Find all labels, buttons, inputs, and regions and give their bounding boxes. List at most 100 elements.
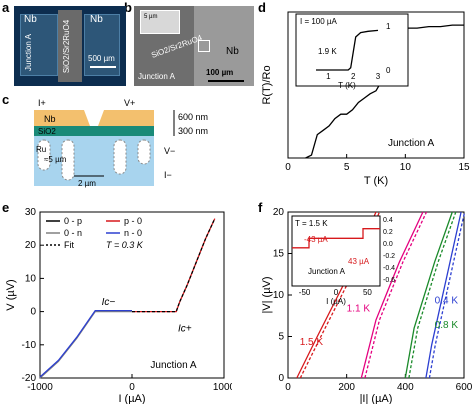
inset-ann-pos: 43 µA	[348, 257, 370, 266]
inset-x-tick-label: 2	[351, 72, 356, 81]
label-0.4k: 0.4 K	[435, 295, 459, 306]
y-tick-label: 0	[30, 307, 36, 318]
scale-label: 500 µm	[88, 54, 115, 63]
label-1.5k: 1.5 K	[300, 337, 324, 348]
inset-ann-neg: -43 µA	[304, 235, 328, 244]
legend-entry: n - 0	[124, 228, 142, 238]
y-tick-label: 15	[273, 249, 285, 260]
chart-f: 0 200 400 600 0 5 10 15 20 |I| (µA) |V| (µV) 1.5 K 1…	[261, 207, 472, 404]
inset-label: T = 1.5 K	[295, 219, 328, 228]
sem-inset	[140, 10, 180, 34]
inset-series	[316, 29, 379, 71]
series-0-n	[39, 310, 132, 379]
sr2ruo4-substrate	[34, 136, 154, 186]
y-tick-label: -10	[22, 340, 37, 351]
inset-x-axis-label: T (K)	[338, 81, 356, 90]
series-p-0	[132, 218, 216, 313]
inset-y-tick-label: 1	[386, 22, 391, 31]
nb-label-c: Nb	[44, 114, 56, 124]
y-axis-label: |V| (µV)	[261, 276, 273, 313]
legend-entry: 0 - n	[64, 228, 82, 238]
ic-plus-label: Ic+	[178, 324, 192, 335]
inset-y-tick-label: 0	[386, 66, 391, 75]
x-tick-label: 600	[456, 382, 472, 393]
x-tick-label: 15	[458, 162, 470, 173]
x-tick-label: 0	[285, 162, 291, 173]
panel-c-schematic: I+ V+ 600 nm 300 nm Nb SiO2 Ru ≈5 µm 2 µ…	[34, 98, 208, 188]
y-tick-label: 0	[278, 373, 284, 384]
i-minus-label: I−	[164, 170, 172, 180]
junction-label: Junction A	[23, 34, 33, 71]
ic-minus-label: Ic−	[102, 297, 116, 308]
y-tick-label: 20	[273, 207, 285, 218]
panel-label-b: b	[124, 0, 132, 15]
y-axis-label: R(T)/Ro	[261, 65, 273, 104]
inset-frame	[295, 13, 409, 87]
i-plus-label: I+	[38, 98, 46, 108]
inset-label: I = 100 µA	[300, 17, 338, 26]
inset-annotation: Junction A	[308, 267, 346, 276]
x-tick-label: 10	[400, 162, 412, 173]
chart-e: -1000 0 1000 -20 -10 0 10 20 30 I (µA) V (µV) 0 - p…	[5, 207, 232, 404]
y-tick-label: 10	[273, 290, 285, 301]
ru-label: Ru	[36, 145, 46, 154]
nb-electrode-left	[20, 14, 58, 76]
inset-x-tick-label: 50	[363, 288, 372, 297]
scale-label-b: 100 µm	[206, 68, 234, 77]
inset-series	[292, 228, 380, 249]
x-tick-label: 200	[338, 382, 355, 393]
fit-0.8k	[408, 211, 457, 379]
inset-annotation: 1.9 K	[318, 47, 337, 56]
thickness-300: 300 nm	[178, 126, 208, 136]
inset-y-tick-label: 0.2	[383, 229, 393, 236]
scale-bar-b	[208, 80, 244, 82]
inset-x-tick-label: 1	[326, 72, 331, 81]
sample-crystal	[58, 10, 82, 82]
nb-label-left: Nb	[24, 14, 37, 25]
sio2-layer	[34, 126, 154, 136]
x-tick-label: 5	[344, 162, 350, 173]
series-1.1k	[360, 211, 424, 379]
nb-electrode-right	[84, 14, 120, 76]
y-tick-label: -20	[22, 373, 37, 384]
annotation-junction: Junction A	[150, 360, 196, 371]
x-axis-label: T (K)	[364, 175, 388, 187]
panel-label-f: f	[258, 200, 263, 215]
spacing-2um: 2 µm	[78, 179, 96, 188]
legend-entry: p - 0	[124, 216, 142, 226]
inset-frame	[291, 215, 381, 287]
inset-y-tick-label: -0.6	[383, 277, 395, 284]
series-0.8k	[404, 211, 453, 379]
x-axis-label: I (µA)	[118, 393, 145, 404]
legend-entry: Fit	[64, 240, 74, 250]
panel-label-c: c	[2, 92, 10, 107]
x-tick-label: -1000	[27, 382, 53, 393]
label-0.8k: 0.8 K	[435, 320, 459, 331]
sample-label: SiO2/Sr2RuO4	[62, 19, 72, 74]
series-fit	[132, 218, 216, 313]
inset-y-tick-label: 0.4	[383, 217, 393, 224]
y-axis-label: V (µV)	[5, 279, 17, 310]
label-1.1k: 1.1 K	[347, 304, 371, 315]
nb-label-right: Nb	[90, 14, 103, 25]
x-tick-label: 1000	[213, 382, 232, 393]
junction-label-b: Junction A	[138, 72, 175, 81]
panel-label-d: d	[258, 0, 266, 15]
width-5um: ≈5 µm	[44, 155, 67, 164]
v-plus-label: V+	[124, 98, 135, 108]
fit-0.4k	[428, 211, 466, 379]
sio2-label-c: SiO2	[38, 127, 56, 136]
x-tick-label: 0	[285, 382, 291, 393]
inset-x-axis-label: I (µA)	[326, 297, 346, 306]
y-tick-label: 30	[25, 207, 37, 218]
x-tick-label: 0	[129, 382, 135, 393]
fit-1.1k	[364, 211, 428, 379]
y-tick-label: 5	[278, 332, 284, 343]
fit-temperature: T = 0.3 K	[106, 240, 144, 250]
legend-entry: 0 - p	[64, 216, 82, 226]
inset-x-tick-label: 0	[334, 288, 339, 297]
panel-a-micrograph: Nb Nb Junction A SiO2/Sr2RuO4 500 µm	[14, 6, 126, 86]
inset-y-tick-label: 0.0	[383, 241, 393, 248]
series-n-0	[39, 309, 132, 378]
